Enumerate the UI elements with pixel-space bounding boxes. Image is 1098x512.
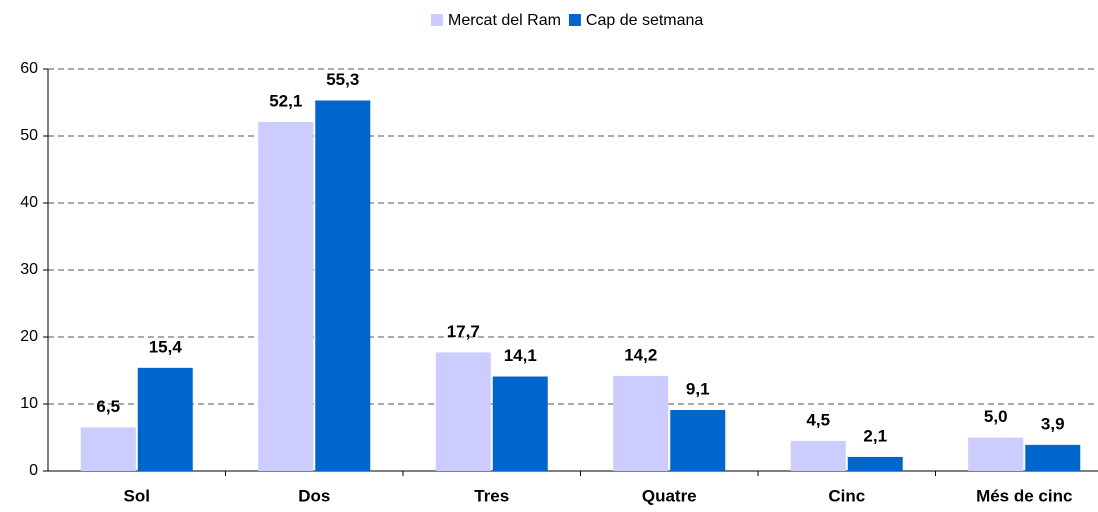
value-label: 5,0 (984, 407, 1008, 426)
value-label: 55,3 (326, 70, 359, 89)
bar (315, 100, 371, 472)
bar (137, 367, 193, 471)
x-tick-label: Quatre (642, 486, 697, 505)
bar (435, 352, 491, 471)
legend-label: Cap de setmana (586, 12, 704, 29)
x-tick-label: Més de cinc (976, 486, 1072, 505)
value-label: 52,1 (269, 91, 302, 110)
value-label: 9,1 (686, 380, 710, 399)
legend-swatch (568, 14, 581, 26)
x-tick-label: Cinc (828, 486, 865, 505)
bar (258, 121, 314, 472)
legend-swatch (431, 14, 443, 26)
value-label: 4,5 (806, 410, 830, 429)
bar (847, 456, 903, 471)
bar (492, 376, 548, 471)
value-label: 3,9 (1041, 414, 1065, 433)
x-tick-label: Sol (124, 486, 150, 505)
x-tick-label: Dos (298, 486, 330, 505)
y-tick-label: 0 (29, 462, 38, 479)
value-label: 6,5 (96, 397, 120, 416)
value-label: 17,7 (447, 322, 480, 341)
value-label: 14,2 (624, 345, 657, 364)
y-tick-label: 50 (20, 127, 38, 144)
bar (670, 410, 726, 471)
value-label: 14,1 (504, 346, 537, 365)
y-tick-label: 60 (20, 60, 38, 77)
bar (1025, 444, 1081, 471)
value-label: 15,4 (149, 337, 183, 356)
legend-label: Mercat del Ram (448, 12, 561, 29)
y-tick-label: 10 (20, 395, 38, 412)
bar (613, 375, 669, 471)
y-tick-label: 40 (20, 194, 38, 211)
x-tick-label: Tres (474, 486, 509, 505)
value-label: 2,1 (863, 426, 887, 445)
bar (790, 440, 846, 471)
bar (80, 427, 136, 471)
y-tick-label: 30 (20, 261, 38, 278)
bar (968, 437, 1024, 471)
y-tick-label: 20 (20, 328, 38, 345)
